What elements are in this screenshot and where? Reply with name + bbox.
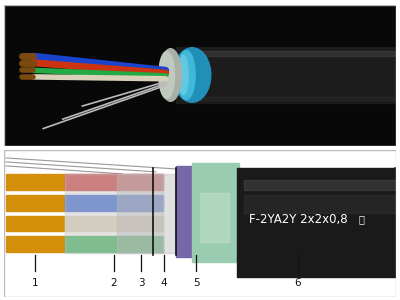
Bar [65,174,163,253]
Text: F-2YA2Y 2x2x0,8: F-2YA2Y 2x2x0,8 [249,213,347,226]
Bar [6,236,65,252]
Bar [244,180,396,190]
Bar [244,195,396,213]
Text: 5: 5 [193,278,199,288]
Text: 2: 2 [110,278,117,288]
Text: ⌒: ⌒ [359,214,365,224]
Text: 1: 1 [32,278,39,288]
Bar [176,166,192,257]
Bar [65,195,163,211]
Ellipse shape [391,168,399,277]
Bar [237,168,396,277]
Ellipse shape [160,49,181,101]
Bar [6,216,65,231]
Ellipse shape [159,52,174,98]
Text: 3: 3 [138,278,144,288]
Bar [185,51,396,56]
Bar [117,174,176,253]
Text: 4: 4 [160,278,167,288]
Ellipse shape [178,55,188,95]
Bar [65,174,163,190]
Bar [65,216,163,231]
Bar [185,97,396,101]
Text: 6: 6 [295,278,301,288]
Bar [200,193,230,242]
Bar [6,195,65,211]
Ellipse shape [174,48,211,102]
Bar [192,163,239,262]
Bar [65,236,163,252]
Bar [176,47,396,103]
Bar [6,174,65,190]
Ellipse shape [178,51,195,99]
